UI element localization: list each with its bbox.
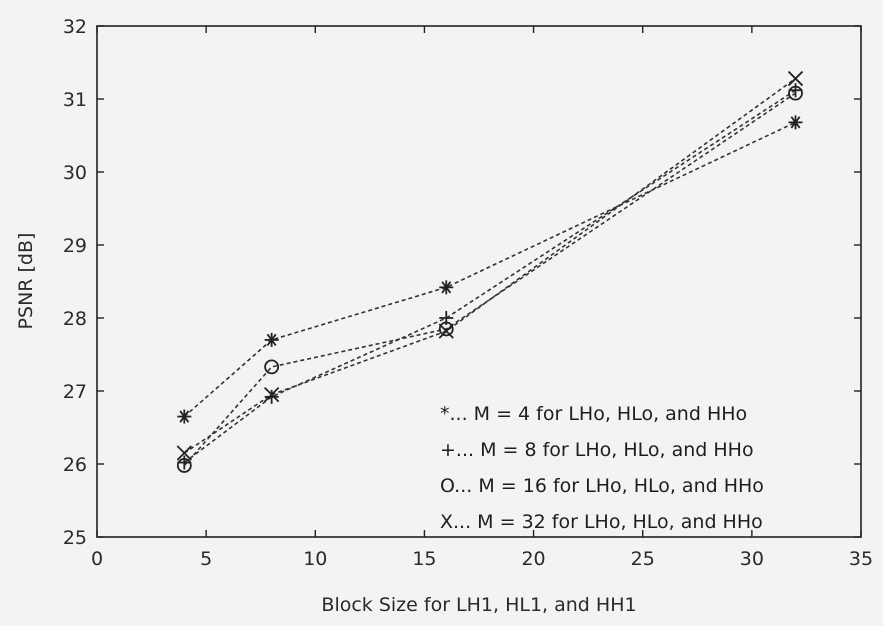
y-tick-label: 29 — [63, 235, 87, 257]
marker-circle-2-2 — [438, 321, 454, 337]
marker-circle-2-3 — [788, 85, 803, 101]
legend-entry-m8: +... M = 8 for LHo, HLo, and HHo — [440, 439, 754, 461]
x-tick-label: 20 — [521, 548, 545, 570]
legend-entry-m32: X... M = 32 for LHo, HLo, and HHo — [440, 511, 763, 533]
x-tick-label: 0 — [91, 548, 103, 570]
x-tick-label: 35 — [849, 548, 873, 570]
x-axis-ticks: 0 5 10 15 20 25 30 35 — [91, 26, 873, 570]
legend-entry-m4: *... M = 4 for LHo, HLo, and HHo — [440, 403, 747, 425]
marker-circle-2-0 — [176, 458, 192, 473]
marker-asterisk-0-2 — [439, 280, 454, 295]
marker-plus-1-1 — [264, 389, 279, 404]
marker-asterisk-0-3 — [788, 115, 803, 130]
legend: *... M = 4 for LHo, HLo, and HHo +... M … — [440, 403, 764, 533]
legend-entry-m16: O... M = 16 for LHo, HLo, and HHo — [440, 475, 764, 497]
y-tick-label: 25 — [63, 527, 87, 549]
y-tick-label: 32 — [63, 16, 87, 38]
series-line-3 — [183, 77, 796, 454]
series-line-2 — [183, 92, 796, 466]
series-lines — [183, 77, 796, 466]
series-line-1 — [183, 89, 796, 464]
x-tick-label: 15 — [412, 548, 436, 570]
marker-x-3-2 — [438, 323, 454, 339]
y-axis-label: PSNR [dB] — [15, 233, 37, 330]
y-tick-label: 30 — [63, 162, 87, 184]
y-tick-label: 27 — [63, 381, 87, 403]
marker-asterisk-0-1 — [264, 332, 279, 347]
marker-plus-1-0 — [177, 455, 192, 470]
marker-asterisk-0-0 — [177, 409, 192, 424]
y-tick-label: 31 — [63, 89, 87, 111]
x-tick-label: 10 — [303, 548, 327, 570]
plot-frame — [96, 25, 862, 538]
x-tick-label: 30 — [740, 548, 764, 570]
series-markers — [176, 70, 804, 473]
marker-x-3-3 — [787, 70, 804, 87]
x-tick-label: 5 — [200, 548, 212, 570]
marker-x-3-1 — [263, 387, 280, 403]
marker-x-3-0 — [176, 445, 192, 461]
y-tick-label: 26 — [63, 454, 87, 476]
x-axis-label: Block Size for LH1, HL1, and HH1 — [321, 594, 636, 616]
y-axis-ticks: 25 26 27 28 29 30 31 32 — [63, 16, 861, 549]
x-tick-label: 25 — [631, 548, 655, 570]
marker-circle-2-1 — [264, 359, 280, 375]
y-tick-label: 28 — [63, 308, 87, 330]
marker-plus-1-3 — [788, 83, 803, 98]
